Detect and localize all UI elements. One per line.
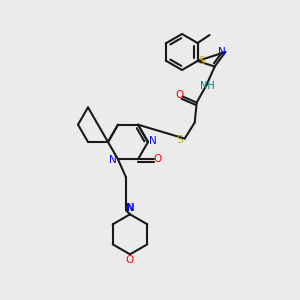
Text: O: O <box>176 90 184 100</box>
Text: O: O <box>126 255 134 265</box>
Text: NH: NH <box>200 81 215 91</box>
Text: O: O <box>154 154 162 164</box>
Text: N: N <box>218 47 226 57</box>
Text: N: N <box>149 136 157 146</box>
Text: S: S <box>176 135 183 145</box>
Text: N: N <box>127 203 135 213</box>
Text: S: S <box>198 56 205 66</box>
Text: N: N <box>109 155 117 165</box>
Text: N: N <box>126 203 134 213</box>
